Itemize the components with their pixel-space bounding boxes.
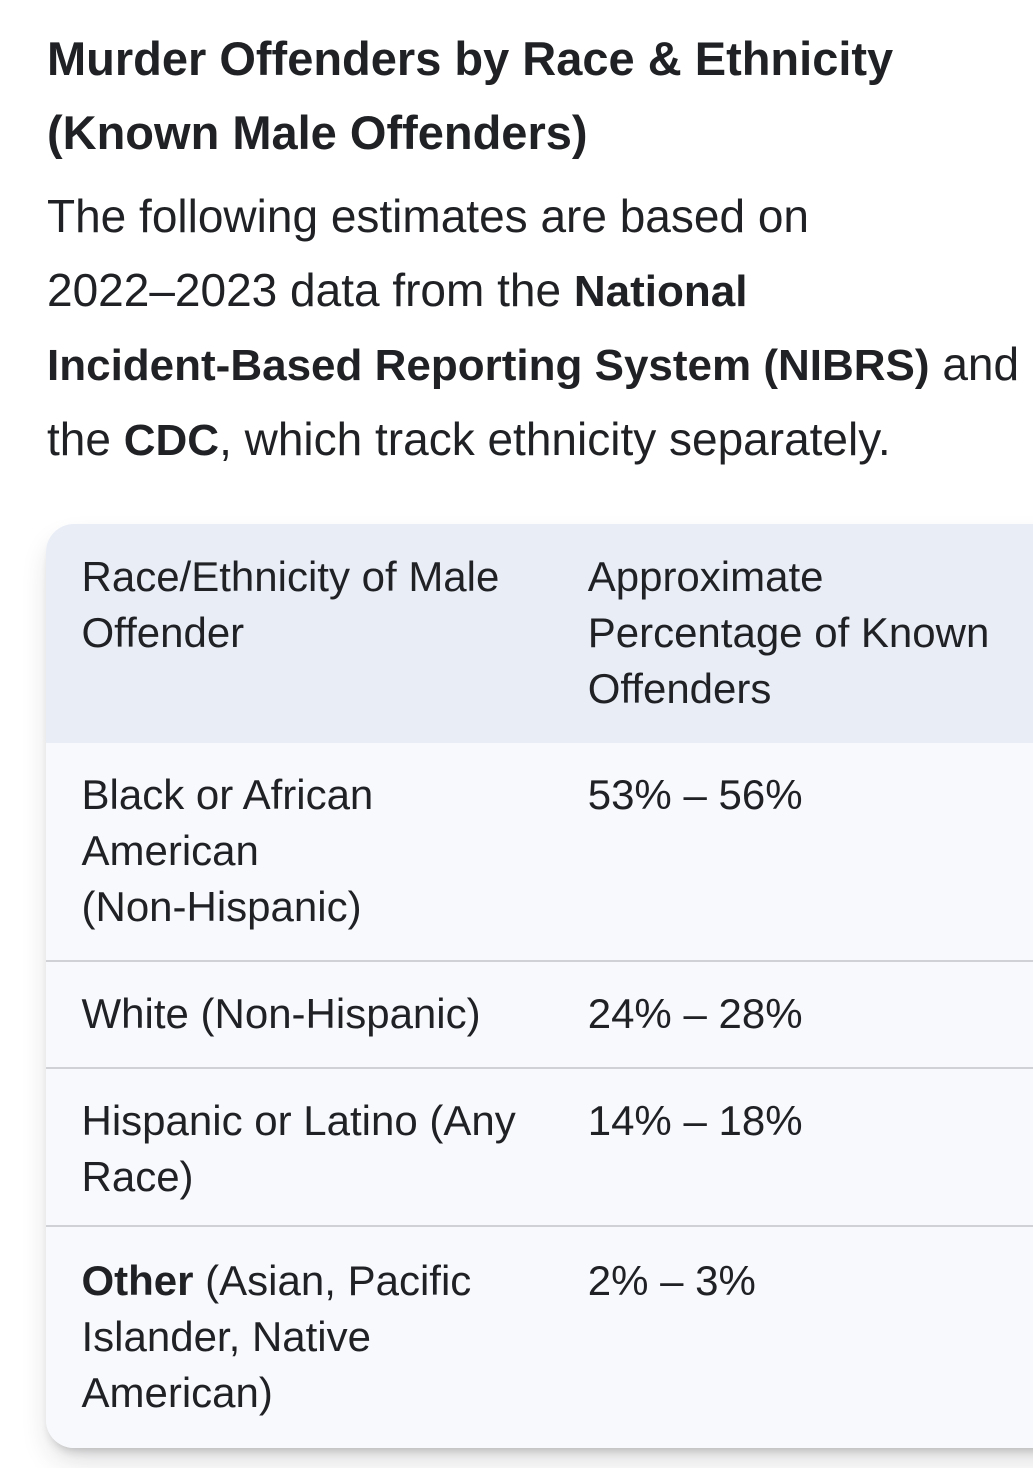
section-heading: Murder Offenders by Race & Ethnicity (Kno…	[47, 22, 1033, 170]
intro-paragraph: The following estimates are based on 2022…	[47, 180, 1033, 477]
header-cell-text: Offenders	[587, 665, 772, 712]
paragraph-bold-text: Incident-Based Reporting System (NIBRS)	[47, 341, 930, 390]
heading-text: (Known Male Offenders)	[47, 105, 588, 159]
paragraph-bold-text: National	[573, 266, 748, 316]
cell-race-text: (Non-Hispanic)	[81, 882, 362, 930]
cell-race-line: Islander, Native	[82, 1309, 516, 1365]
offenders-table: Race/Ethnicity of Male Offender Approximat…	[45, 524, 1033, 1448]
paragraph-text: , which track ethnicity separately.	[219, 412, 891, 465]
cell-pct-line: 14% – 18%	[588, 1093, 1033, 1149]
cell-race-line: American)	[82, 1365, 516, 1421]
header-cell-line: Offender	[82, 605, 516, 661]
cell-race-text: Islander, Native	[81, 1312, 372, 1360]
cell-race-text: (Asian, Pacific	[193, 1256, 472, 1304]
cell-race-bold-text: Other	[81, 1256, 194, 1304]
cell-pct-text: 2% – 3%	[587, 1256, 756, 1304]
table-row: Black or African American (Non-Hispanic) 53…	[45, 742, 1033, 960]
cell-race-line: Race)	[82, 1149, 516, 1205]
cell-pct: 2% – 3%	[551, 1224, 1033, 1448]
cell-race-text: Black or African	[81, 770, 374, 818]
table-row: Other (Asian, Pacific Islander, Native Ame…	[45, 1224, 1033, 1448]
cell-race-text: Hispanic or Latino (Any	[81, 1096, 516, 1144]
offenders-table-card[interactable]: Race/Ethnicity of Male Offender Approximat…	[45, 524, 1033, 1448]
cell-race-text: American	[81, 826, 259, 874]
table-row: White (Non-Hispanic) 24% – 28%	[45, 959, 1033, 1067]
table-header: Race/Ethnicity of Male Offender Approximat…	[45, 524, 1033, 743]
paragraph-text: 2022–2023 data from the	[47, 263, 574, 316]
cell-pct-text: 24% – 28%	[587, 989, 803, 1037]
cell-pct-line: 24% – 28%	[588, 986, 1033, 1042]
header-cell-line: Race/Ethnicity of Male	[82, 549, 516, 605]
paragraph-text: The following estimates are based on	[47, 190, 809, 242]
cell-race-line: Other (Asian, Pacific	[82, 1253, 516, 1309]
table-row: Hispanic or Latino (Any Race) 14% – 18%	[45, 1066, 1033, 1225]
cell-race-text: Race)	[81, 1152, 194, 1200]
header-cell-line: Offenders	[588, 661, 1033, 717]
cell-race-line: White (Non-Hispanic)	[82, 986, 516, 1042]
header-cell-text: Approximate	[587, 553, 824, 600]
heading-text: Murder Offenders by Race & Ethnicity	[47, 31, 894, 85]
paragraph-text: the	[47, 412, 124, 465]
header-cell-race: Race/Ethnicity of Male Offender	[45, 524, 552, 743]
header-cell-text: Race/Ethnicity of Male	[81, 553, 500, 600]
paragraph-line: 2022–2023 data from the National	[47, 254, 1033, 329]
cell-pct-line: 2% – 3%	[588, 1253, 1033, 1309]
cell-pct: 53% – 56%	[551, 742, 1033, 960]
cell-race-line: Hispanic or Latino (Any	[82, 1093, 516, 1149]
cell-race: Hispanic or Latino (Any Race)	[45, 1066, 552, 1225]
paragraph-line: The following estimates are based on	[47, 180, 1033, 254]
header-cell-text: Percentage of Known	[587, 609, 990, 656]
cell-race: Black or African American (Non-Hispanic)	[45, 742, 552, 960]
header-cell-percentage: Approximate Percentage of Known Offenders	[551, 524, 1033, 743]
cell-race-line: Black or African	[82, 767, 516, 823]
cell-race-line: (Non-Hispanic)	[82, 879, 516, 935]
cell-pct: 24% – 28%	[551, 959, 1033, 1067]
heading-line: (Known Male Offenders)	[47, 96, 1033, 170]
cell-pct-text: 14% – 18%	[587, 1096, 803, 1144]
heading-line: Murder Offenders by Race & Ethnicity	[47, 22, 1033, 96]
cell-race-text: American)	[81, 1368, 273, 1416]
paragraph-line: Incident-Based Reporting System (NIBRS) …	[47, 328, 1033, 403]
header-cell-line: Approximate	[588, 549, 1033, 605]
cell-race-line: American	[82, 823, 516, 879]
header-cell-line: Percentage of Known	[588, 605, 1033, 661]
cell-pct: 14% – 18%	[551, 1066, 1033, 1225]
cell-pct-line: 53% – 56%	[588, 767, 1033, 823]
header-cell-text: Offender	[81, 609, 245, 656]
cell-race-text: White (Non-Hispanic)	[81, 989, 481, 1037]
cell-pct-text: 53% – 56%	[587, 770, 803, 818]
paragraph-bold-text: CDC	[123, 415, 220, 465]
table-body: Black or African American (Non-Hispanic) 53…	[45, 742, 1033, 1448]
cell-race: White (Non-Hispanic)	[45, 959, 552, 1067]
cell-race: Other (Asian, Pacific Islander, Native Ame…	[45, 1224, 552, 1448]
paragraph-text: and	[929, 338, 1020, 390]
paragraph-line: the CDC, which track ethnicity separatel…	[47, 403, 1033, 478]
